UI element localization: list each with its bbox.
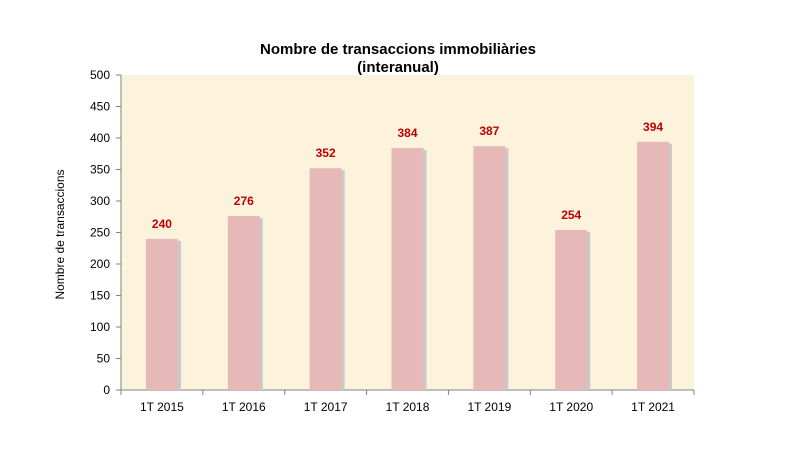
y-tick-label: 300: [90, 194, 110, 208]
x-axis: 1T 2015 1T 2016 1T 2017 1T 2018 1T 2019 1T 20…: [120, 389, 695, 414]
y-tick-label: 500: [90, 68, 110, 82]
y-tick-label: 100: [90, 320, 110, 334]
y-tick-label: 350: [90, 163, 110, 177]
bar: [555, 229, 588, 390]
data-label: 276: [234, 194, 254, 208]
x-tick-label: 1T 2016: [222, 400, 266, 414]
bar: [637, 141, 670, 390]
data-label: 254: [561, 208, 581, 222]
x-tick-label: 1T 2018: [386, 400, 430, 414]
bar-series: [145, 141, 673, 390]
data-label: 384: [397, 126, 417, 140]
x-tick-label: 1T 2017: [304, 400, 348, 414]
bar: [145, 238, 178, 390]
y-tick-label: 450: [90, 100, 110, 114]
y-tick-label: 150: [90, 289, 110, 303]
chart-title-line-1: Nombre de transaccions immobiliàries: [260, 41, 536, 58]
y-tick-label: 0: [103, 383, 110, 397]
y-tick-label: 400: [90, 131, 110, 145]
bar: [473, 146, 506, 390]
x-tick-label: 1T 2020: [549, 400, 593, 414]
y-tick-label: 50: [97, 352, 111, 366]
bar: [227, 216, 260, 390]
chart-title-line-2: (interanual): [357, 59, 439, 76]
data-labels: 240 276 352 384 387 254 394: [152, 120, 663, 231]
y-tick-label: 250: [90, 226, 110, 240]
x-tick-label: 1T 2015: [140, 400, 184, 414]
bar: [309, 168, 342, 390]
x-tick-label: 1T 2021: [631, 400, 675, 414]
y-tick-label: 200: [90, 257, 110, 271]
x-tick-label: 1T 2019: [467, 400, 511, 414]
bar: [391, 148, 424, 390]
y-axis: 0 50 100 150 200 250 300 350 400 450 500: [90, 68, 122, 397]
data-label: 240: [152, 217, 172, 231]
data-label: 352: [316, 146, 336, 160]
y-axis-title: Nombre de transaccions: [53, 169, 67, 299]
data-label: 387: [479, 124, 499, 138]
data-label: 394: [643, 120, 663, 134]
